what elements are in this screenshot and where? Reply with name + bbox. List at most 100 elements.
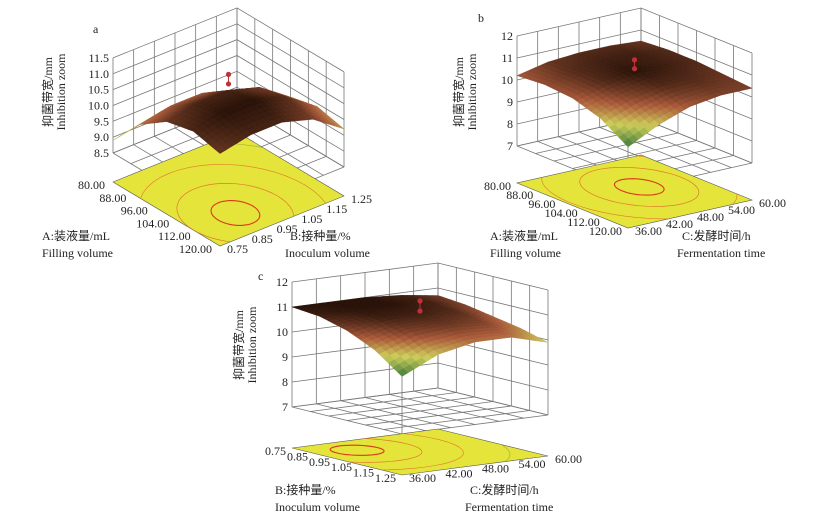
y-tick-label: 1.15 bbox=[326, 202, 347, 216]
z-axis-title-cn: 抑菌带宽/mm bbox=[40, 56, 55, 127]
x-axis-title-en: Inoculum volume bbox=[275, 500, 360, 514]
contour-line bbox=[176, 183, 295, 243]
y-tick-label: 1.25 bbox=[351, 192, 372, 206]
design-point bbox=[631, 57, 638, 63]
surface-patch bbox=[623, 138, 634, 148]
z-axis-title-en: Inhibition zoom bbox=[465, 53, 479, 131]
z-gridline bbox=[291, 262, 549, 291]
x-tick-label: 104.00 bbox=[545, 206, 578, 220]
x-axis-title-cn: A:装液量/mL bbox=[490, 228, 558, 243]
panel-c: 7 8 9 10 11 12 0.75 0.85 0.95 1.05 1.15 1.25 36.00 42… bbox=[231, 262, 582, 514]
z-axis-title-cn: 抑菌带宽/mm bbox=[231, 309, 246, 380]
contour-line bbox=[613, 178, 665, 196]
z-tick-label: 8 bbox=[507, 117, 513, 131]
x-tick-label: 0.95 bbox=[309, 455, 330, 469]
x-axis-title-en: Filling volume bbox=[42, 246, 113, 260]
z-tick-label: 9.5 bbox=[94, 114, 109, 128]
x-tick-label: 120.00 bbox=[589, 224, 622, 238]
z-tick-label: 11 bbox=[276, 300, 288, 314]
panel-label: c bbox=[258, 269, 263, 283]
y-axis-title-cn: C:发酵时间/h bbox=[682, 228, 751, 243]
z-gridline bbox=[291, 362, 549, 391]
design-point bbox=[225, 81, 232, 87]
z-tick-label: 11.5 bbox=[88, 51, 109, 65]
response-surface bbox=[291, 295, 549, 377]
x-axis-title-cn: B:接种量/% bbox=[275, 482, 336, 497]
y-axis-title-cn: C:发酵时间/h bbox=[470, 482, 539, 497]
y-tick-label: 0.95 bbox=[277, 222, 298, 236]
z-axis-title-cn: 抑菌带宽/mm bbox=[451, 56, 466, 127]
x-tick-label: 80.00 bbox=[78, 178, 105, 192]
y-tick-label: 36.00 bbox=[409, 471, 436, 485]
x-tick-label: 96.00 bbox=[121, 204, 148, 218]
y-tick-label: 1.05 bbox=[301, 212, 322, 226]
contour-line bbox=[579, 166, 700, 207]
z-tick-label: 8 bbox=[282, 375, 288, 389]
x-axis-title-cn: A:装液量/mL bbox=[42, 228, 110, 243]
y-tick-label: 0.85 bbox=[252, 232, 273, 246]
z-tick-label: 12 bbox=[276, 275, 288, 289]
y-tick-label: 42.00 bbox=[446, 466, 473, 480]
x-tick-label: 1.25 bbox=[375, 471, 396, 485]
y-axis-title-cn: B:接种量/% bbox=[290, 228, 351, 243]
y-axis-title-en: Inoculum volume bbox=[285, 246, 370, 260]
z-tick-label: 10 bbox=[501, 73, 513, 87]
y-tick-label: 60.00 bbox=[759, 196, 786, 210]
z-tick-label: 11.0 bbox=[88, 67, 109, 81]
y-tick-label: 60.00 bbox=[555, 452, 582, 466]
z-tick-label: 10.5 bbox=[88, 83, 109, 97]
x-tick-label: 120.00 bbox=[179, 242, 212, 256]
z-tick-label: 9 bbox=[507, 95, 513, 109]
contour-floor bbox=[112, 131, 345, 247]
design-point bbox=[417, 308, 423, 314]
z-tick-label: 11 bbox=[501, 51, 513, 65]
y-tick-label: 42.00 bbox=[666, 217, 693, 231]
z-tick-label: 7 bbox=[507, 139, 513, 153]
z-tick-label: 7 bbox=[282, 400, 288, 414]
x-tick-label: 88.00 bbox=[506, 188, 533, 202]
x-tick-label: 80.00 bbox=[484, 179, 511, 193]
z-axis-title-en: Inhibition zoom bbox=[54, 53, 68, 131]
x-tick-label: 0.75 bbox=[265, 444, 286, 458]
surface-patch bbox=[215, 146, 226, 154]
z-tick-label: 9.0 bbox=[94, 130, 109, 144]
z-gridline bbox=[112, 7, 345, 73]
x-axis-title-en: Filling volume bbox=[490, 246, 561, 260]
base-gridline bbox=[640, 117, 753, 164]
panel-label: b bbox=[478, 11, 484, 25]
z-tick-label: 8.5 bbox=[94, 146, 109, 160]
z-tick-label: 10.0 bbox=[88, 98, 109, 112]
x-tick-label: 96.00 bbox=[528, 197, 555, 211]
response-surface bbox=[112, 87, 345, 154]
x-tick-label: 112.00 bbox=[158, 229, 191, 243]
surface-patch bbox=[397, 368, 409, 377]
y-tick-label: 0.75 bbox=[227, 242, 248, 256]
response-surface bbox=[516, 40, 753, 148]
contour-floor bbox=[291, 428, 549, 476]
panel-b: 7 8 9 10 11 12 80.0088.0096.00104.00112.00120.… bbox=[451, 7, 786, 260]
panel-a: 8.5 9.0 9.5 10.010.5 11.0 11.5 80.0088.0096.00… bbox=[40, 7, 372, 260]
y-axis-title-en: Fermentation time bbox=[465, 500, 553, 514]
design-point bbox=[631, 66, 638, 72]
y-tick-label: 54.00 bbox=[728, 203, 755, 217]
design-point bbox=[417, 298, 423, 304]
base-gridline bbox=[413, 390, 524, 419]
x-tick-label: 0.85 bbox=[287, 449, 308, 463]
x-tick-label: 104.00 bbox=[136, 216, 169, 230]
contour-line bbox=[329, 444, 385, 456]
y-tick-label: 54.00 bbox=[519, 457, 546, 471]
x-tick-label: 88.00 bbox=[99, 191, 126, 205]
design-point bbox=[225, 71, 232, 78]
y-tick-label: 48.00 bbox=[482, 462, 509, 476]
x-tick-label: 1.15 bbox=[353, 466, 374, 480]
contour-line bbox=[210, 200, 261, 226]
y-tick-label: 36.00 bbox=[635, 224, 662, 238]
z-tick-label: 10 bbox=[276, 325, 288, 339]
z-tick-label: 12 bbox=[501, 29, 513, 43]
z-axis-title-en: Inhibition zoom bbox=[245, 306, 259, 384]
contour-floor bbox=[515, 154, 754, 229]
y-tick-label: 48.00 bbox=[697, 210, 724, 224]
x-tick-label: 112.00 bbox=[567, 215, 600, 229]
